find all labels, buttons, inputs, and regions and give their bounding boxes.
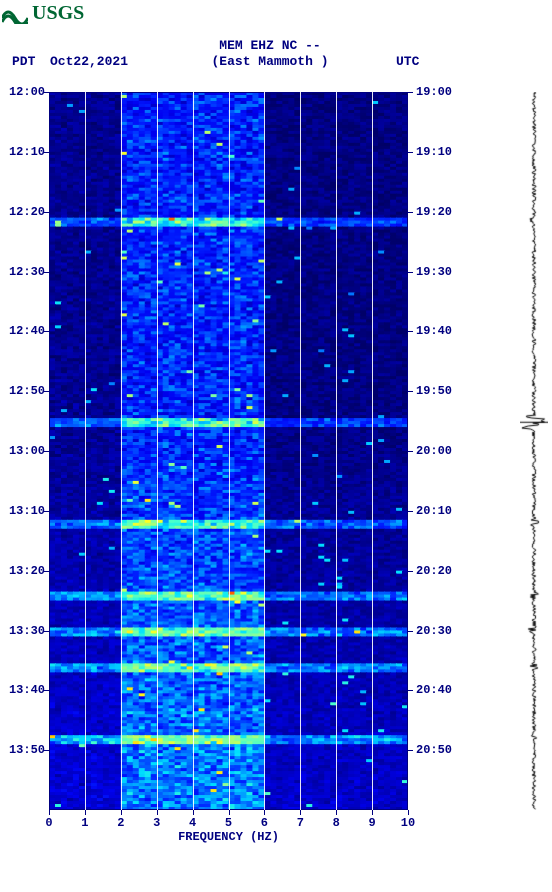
freq-tick-1: 1 <box>75 816 95 830</box>
freq-tick-5: 5 <box>219 816 239 830</box>
usgs-logo-text: USGS <box>32 2 84 25</box>
right-timezone-label: UTC <box>396 54 419 69</box>
utc-tick-2040: 20:40 <box>416 683 460 697</box>
gridline-freq-9 <box>372 92 373 810</box>
gridline-freq-3 <box>157 92 158 810</box>
left-timezone-label: PDT <box>12 54 35 69</box>
freq-tick-2: 2 <box>111 816 131 830</box>
utc-tick-2010: 20:10 <box>416 504 460 518</box>
gridline-freq-7 <box>300 92 301 810</box>
date-label: Oct22,2021 <box>50 54 128 69</box>
utc-tick-1950: 19:50 <box>416 384 460 398</box>
utc-tick-1920: 19:20 <box>416 205 460 219</box>
gridline-freq-2 <box>121 92 122 810</box>
gridline-freq-8 <box>336 92 337 810</box>
freq-tick-6: 6 <box>254 816 274 830</box>
gridline-freq-1 <box>85 92 86 810</box>
usgs-logo: USGS <box>2 2 84 25</box>
utc-tick-1910: 19:10 <box>416 145 460 159</box>
usgs-wave-icon <box>2 4 28 24</box>
utc-tick-1930: 19:30 <box>416 265 460 279</box>
utc-tick-2000: 20:00 <box>416 444 460 458</box>
freq-tick-0: 0 <box>39 816 59 830</box>
utc-tick-2020: 20:20 <box>416 564 460 578</box>
pdt-tick-1330: 13:30 <box>1 624 45 638</box>
pdt-tick-1210: 12:10 <box>1 145 45 159</box>
x-axis-label: FREQUENCY (HZ) <box>49 830 408 844</box>
freq-tick-9: 9 <box>362 816 382 830</box>
gridline-freq-6 <box>264 92 265 810</box>
freq-tick-3: 3 <box>147 816 167 830</box>
freq-tick-4: 4 <box>183 816 203 830</box>
gridline-freq-5 <box>229 92 230 810</box>
pdt-tick-1300: 13:00 <box>1 444 45 458</box>
pdt-tick-1350: 13:50 <box>1 743 45 757</box>
utc-tick-2050: 20:50 <box>416 743 460 757</box>
utc-tick-2030: 20:30 <box>416 624 460 638</box>
freq-tick-8: 8 <box>326 816 346 830</box>
freq-tick-10: 10 <box>398 816 418 830</box>
pdt-tick-1250: 12:50 <box>1 384 45 398</box>
pdt-tick-1310: 13:10 <box>1 504 45 518</box>
chart-title-line2: (East Mammoth ) <box>170 54 370 69</box>
utc-tick-1940: 19:40 <box>416 324 460 338</box>
pdt-tick-1200: 12:00 <box>1 85 45 99</box>
pdt-tick-1230: 12:30 <box>1 265 45 279</box>
freq-tick-7: 7 <box>290 816 310 830</box>
utc-tick-1900: 19:00 <box>416 85 460 99</box>
pdt-tick-1320: 13:20 <box>1 564 45 578</box>
pdt-tick-1220: 12:20 <box>1 205 45 219</box>
gridline-freq-4 <box>193 92 194 810</box>
pdt-tick-1240: 12:40 <box>1 324 45 338</box>
pdt-tick-1340: 13:40 <box>1 683 45 697</box>
chart-title-line1: MEM EHZ NC -- <box>170 38 370 53</box>
seismogram-waveform <box>520 92 548 810</box>
